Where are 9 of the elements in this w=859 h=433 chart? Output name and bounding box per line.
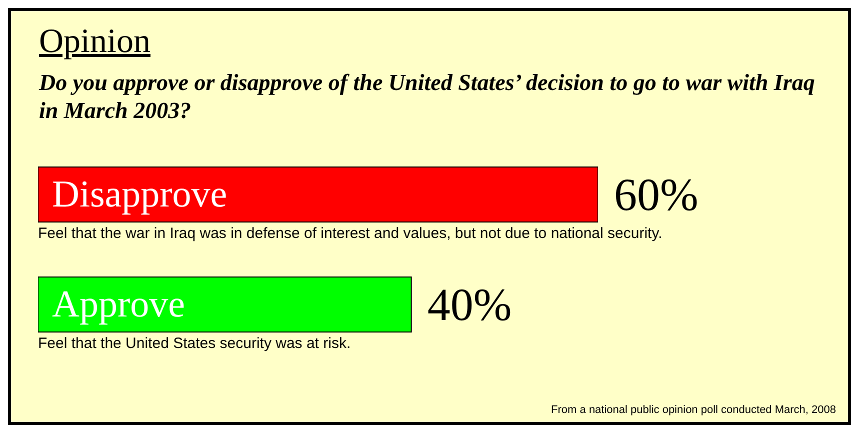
annotation: Feel that the war in Iraq was in defense of interest and values, but not due to national security. xyxy=(38,225,664,243)
chart-subtitle: Do you approve or disapprove of the United States’ decision to go to war with Iraq in March 2003? xyxy=(39,69,816,125)
data-label: 40% xyxy=(427,279,512,330)
y-tick-label: Approve xyxy=(52,284,185,326)
text: From a national public opinion poll conducted March, 2008 xyxy=(551,404,836,416)
data-label: 60% xyxy=(614,169,698,220)
annotation: Feel that the United States security was at risk. xyxy=(38,335,352,353)
chart-title: Opinion xyxy=(39,23,150,61)
y-tick-label: Disapprove xyxy=(52,174,228,216)
